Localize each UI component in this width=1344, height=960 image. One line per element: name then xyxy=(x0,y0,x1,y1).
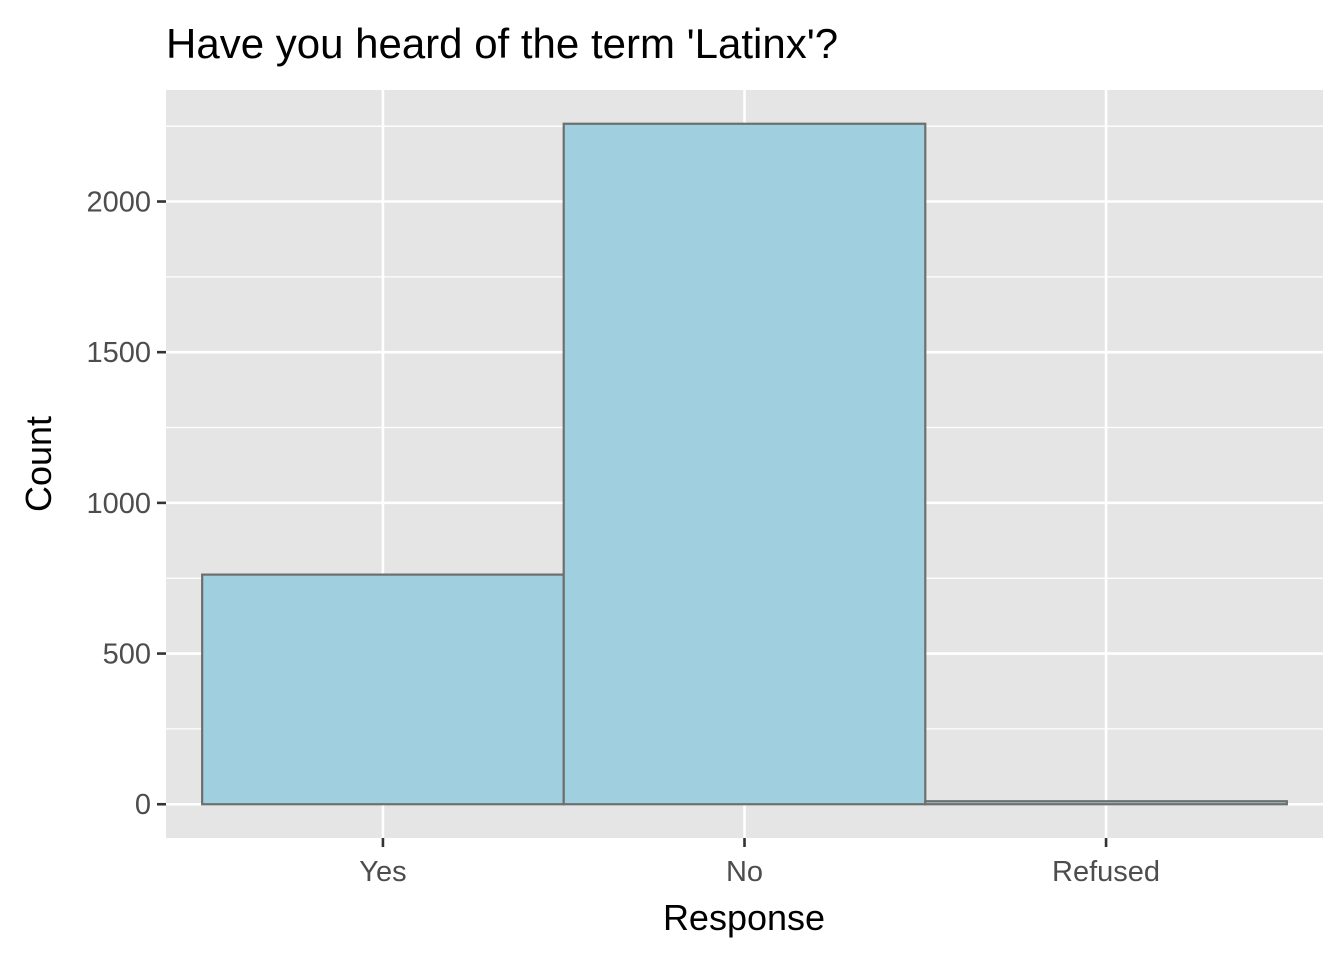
y-axis-title: Count xyxy=(18,416,59,512)
chart-title: Have you heard of the term 'Latinx'? xyxy=(166,20,838,67)
bar-no xyxy=(562,122,927,806)
bar-yes xyxy=(201,573,565,806)
y-tick-label: 2000 xyxy=(86,187,151,219)
y-tick-label: 1000 xyxy=(86,488,151,520)
x-tick-label: Refused xyxy=(1052,856,1160,888)
x-axis: Yes No Refused xyxy=(359,838,1160,888)
x-tick-label: Yes xyxy=(359,856,406,888)
y-tick-label: 0 xyxy=(135,789,151,821)
x-tick-label: No xyxy=(726,856,763,888)
y-tick-label: 500 xyxy=(103,639,151,671)
bars xyxy=(201,122,1288,806)
bar-refused xyxy=(924,800,1288,806)
x-axis-title: Response xyxy=(663,897,825,938)
y-axis: 0 500 1000 1500 2000 xyxy=(86,187,166,821)
y-tick-label: 1500 xyxy=(86,337,151,369)
